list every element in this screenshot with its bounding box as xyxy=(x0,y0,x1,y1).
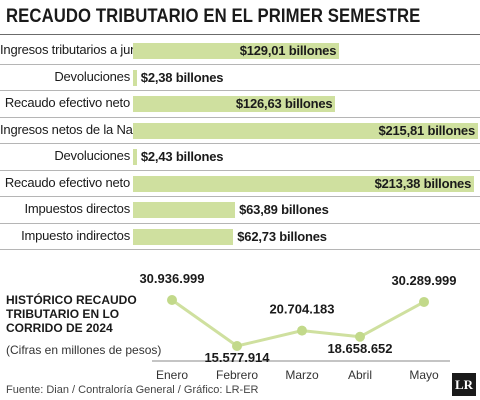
line-data-label: 20.704.183 xyxy=(269,302,334,317)
row-divider xyxy=(0,116,480,118)
row-divider xyxy=(0,169,480,171)
bar-value-label: $129,01 billones xyxy=(239,43,337,58)
x-tick-label: Marzo xyxy=(285,368,319,382)
x-tick-label: Enero xyxy=(156,368,188,382)
bar-row-label: Ingresos tributarios a junio xyxy=(0,42,147,57)
bar xyxy=(133,96,336,112)
bar-row-label: Devoluciones xyxy=(54,68,130,84)
x-tick-label: Mayo xyxy=(409,368,439,382)
bar xyxy=(133,149,137,165)
line-chart-title-line-1: HISTÓRICO RECAUDO xyxy=(6,293,137,307)
line-data-label: 15.577.914 xyxy=(204,350,270,365)
bar-value-label: $126,63 billones xyxy=(235,96,333,111)
bar-value-label: $2,38 billones xyxy=(140,69,224,85)
row-divider xyxy=(0,196,480,197)
bar-value-label: $215,81 billones xyxy=(378,122,475,138)
bar-row-label: Recaudo efectivo neto xyxy=(4,174,130,190)
line-data-label: 30.289.999 xyxy=(391,273,456,288)
line-point xyxy=(297,325,307,336)
title-divider xyxy=(0,34,480,35)
source-footer: Fuente: Dian / Contraloría General / Grá… xyxy=(6,384,259,396)
line-chart-title: HISTÓRICO RECAUDO TRIBUTARIO EN LO CORRI… xyxy=(6,293,137,335)
bar-row-label: Impuestos directos xyxy=(24,201,130,216)
line-chart-subtitle: (Cifras en millones de pesos) xyxy=(6,343,162,357)
x-tick-label: Abril xyxy=(348,368,372,382)
bar-row-label: Impuesto indirectos xyxy=(21,227,130,243)
line-point xyxy=(167,295,177,305)
row-divider xyxy=(0,222,480,224)
bar xyxy=(133,69,137,86)
bar-value-label: $213,38 billones xyxy=(374,175,472,191)
bar-row-label: Devoluciones xyxy=(54,148,130,163)
lr-logo: LR xyxy=(452,373,476,396)
line-point xyxy=(232,341,242,351)
line-chart-title-line-2: TRIBUTARIO EN LO xyxy=(6,307,120,321)
line-data-label: 30.936.999 xyxy=(139,271,204,286)
bar-value-label: $63,89 billones xyxy=(239,202,329,217)
bar-row-label: Ingresos netos de la Nación xyxy=(0,121,156,137)
bar-value-label: $62,73 billones xyxy=(237,228,327,244)
row-divider xyxy=(0,143,480,144)
line-chart-title-line-3: CORRIDO DE 2024 xyxy=(6,321,113,335)
bar xyxy=(133,122,478,139)
chart-title: RECAUDO TRIBUTARIO EN EL PRIMER SEMESTRE xyxy=(6,6,421,27)
line-point xyxy=(419,296,429,307)
bar-value-label: $2,43 billones xyxy=(140,149,224,164)
row-divider xyxy=(0,90,480,91)
line-data-label: 18.658.652 xyxy=(327,341,392,356)
bar-row-label: Recaudo efectivo neto xyxy=(4,95,130,110)
bar xyxy=(133,43,340,59)
bar xyxy=(133,202,236,218)
row-divider xyxy=(0,63,480,65)
bar xyxy=(133,228,234,245)
row-divider xyxy=(0,249,480,250)
line-point xyxy=(355,331,365,342)
x-tick-label: Febrero xyxy=(216,368,258,382)
bar xyxy=(133,175,475,192)
